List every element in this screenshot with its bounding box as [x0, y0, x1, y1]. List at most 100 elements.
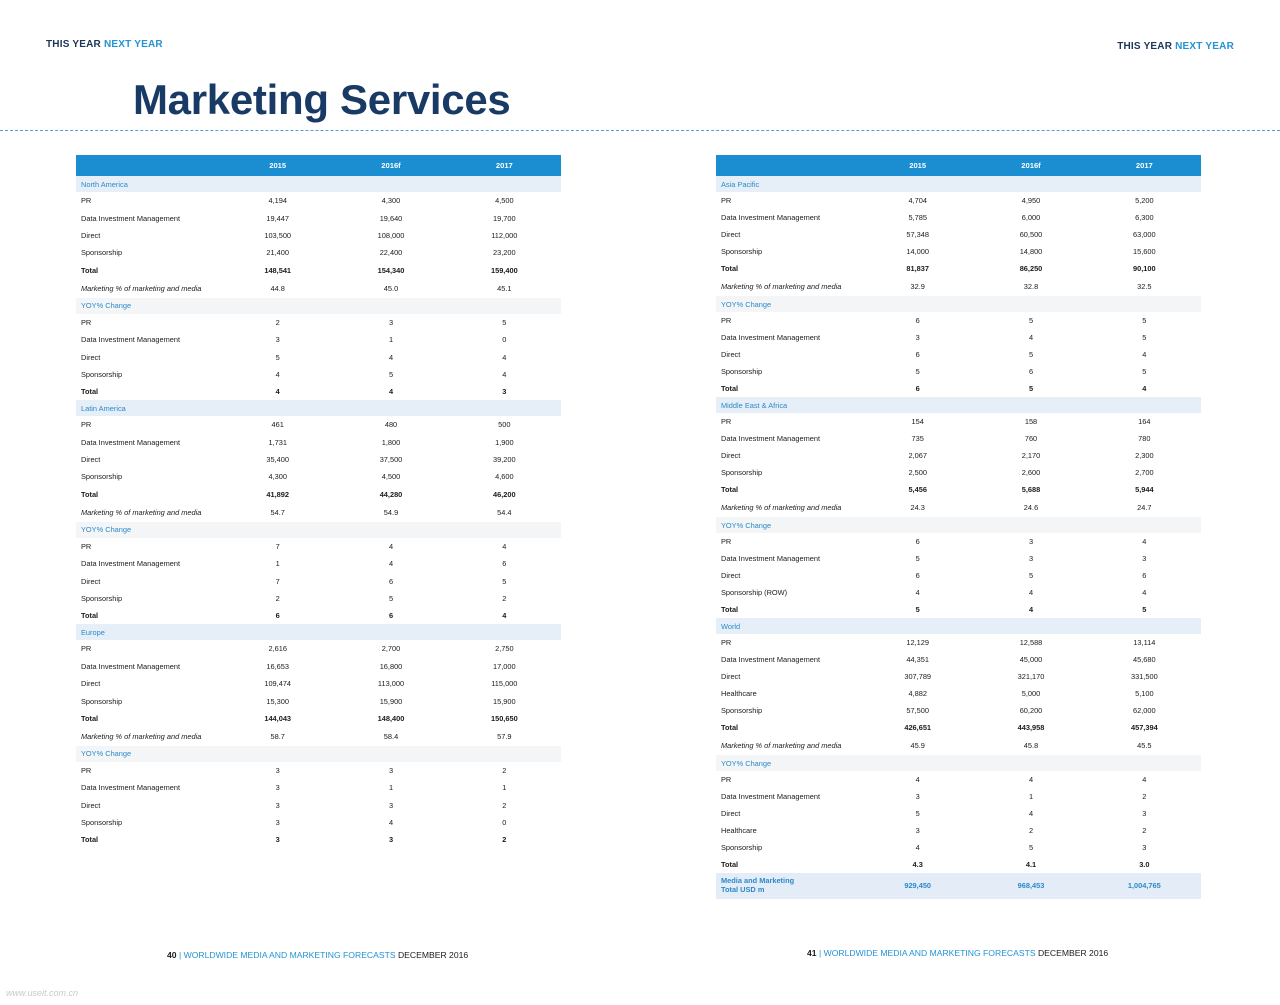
table-row: PR 7 4 4: [76, 538, 561, 555]
table-body-left: North America PR 4,194 4,300 4,500 Data Inves…: [76, 176, 561, 848]
cell-value: 39,200: [493, 455, 516, 465]
cell-value: [974, 176, 1088, 192]
cell-value: [447, 176, 561, 192]
cell-value: 6,000: [1021, 213, 1041, 222]
cell-value: 4: [1028, 333, 1034, 342]
table-row: Direct 109,474 113,000 115,000: [76, 675, 561, 692]
row-label: Data Investment Management: [81, 559, 181, 569]
cell-value: 3: [502, 387, 507, 397]
cell-value: 5: [1028, 350, 1034, 359]
cell-value: 4,300: [268, 472, 287, 482]
publication-date: DECEMBER 2016: [1035, 948, 1109, 958]
page-number: 41: [807, 948, 817, 958]
publication-name: WORLDWIDE MEDIA AND MARKETING FORECASTS: [823, 948, 1036, 958]
cell-value: 4,600: [495, 472, 514, 482]
region-header-row: Europe: [76, 624, 561, 641]
cell-value: 5,200: [1135, 196, 1154, 205]
row-label: Marketing % of marketing and media: [81, 507, 202, 517]
table-row: Sponsorship 5 6 5: [716, 363, 1201, 380]
table-header-row: 2015 2016f 2017: [716, 155, 1201, 176]
cell-value: 4: [502, 611, 507, 621]
table-row: Total 144,043 148,400 150,650: [76, 710, 561, 727]
cell-value: [334, 176, 448, 192]
table-row: Sponsorship 4 5 3: [716, 839, 1201, 856]
cell-value: 968,453: [974, 873, 1088, 899]
cell-value: 4.1: [1025, 860, 1037, 869]
cell-value: 113,000: [377, 679, 405, 689]
row-label: Total: [721, 605, 739, 614]
yoy-header-row: YOY% Change: [76, 745, 561, 762]
cell-value: 5: [388, 594, 394, 604]
row-label: PR: [721, 316, 732, 325]
cell-value: 3.0: [1139, 860, 1150, 869]
cell-value: 6: [1142, 571, 1147, 580]
cell-value: 86,250: [1019, 264, 1043, 273]
cell-value: 3: [388, 800, 394, 810]
cell-value: 3: [275, 800, 280, 810]
table-row: Healthcare 3 2 2: [716, 822, 1201, 839]
row-label: PR: [81, 766, 92, 775]
table-row: PR 2 3 5: [76, 314, 561, 331]
table-row: Sponsorship 3 4 0: [76, 814, 561, 831]
row-label: YOY% Change: [76, 297, 222, 314]
cell-value: 148,400: [377, 713, 405, 723]
column-header: 2017: [447, 155, 561, 176]
cell-value: [221, 297, 335, 314]
cell-value: 3: [1142, 809, 1147, 818]
cell-value: 5: [915, 809, 920, 818]
cell-value: 12,129: [906, 638, 929, 647]
row-label: Total: [81, 835, 99, 845]
cell-value: 5,456: [908, 485, 927, 494]
table-row: PR 6 5 5: [716, 312, 1201, 329]
table-row: Sponsorship 15,300 15,900 15,900: [76, 692, 561, 709]
cell-value: 58.4: [383, 731, 399, 741]
cell-value: 150,650: [490, 713, 518, 723]
cell-value: 4: [502, 541, 507, 551]
cell-value: 15,300: [266, 696, 289, 706]
cell-value: 6: [915, 384, 920, 393]
region-header-row: North America: [76, 176, 561, 192]
cell-value: 4,300: [381, 196, 401, 206]
cell-value: 2,067: [908, 451, 927, 460]
row-label: Data Investment Management: [81, 661, 181, 671]
table-row: Marketing % of marketing and media 58.7 58…: [76, 727, 561, 746]
watermark: www.useit.com.cn: [6, 988, 79, 998]
cell-value: 3: [1142, 843, 1147, 852]
header-blank: [716, 155, 862, 176]
cell-value: 321,170: [1017, 672, 1045, 681]
cell-value: 4,500: [495, 196, 514, 206]
cell-value: [1087, 517, 1201, 533]
cell-value: 2: [502, 835, 507, 845]
cell-value: 4,882: [908, 689, 927, 698]
cell-value: 4: [1142, 588, 1147, 597]
row-label: Total: [721, 860, 739, 869]
cell-value: 158: [1024, 417, 1038, 426]
cell-value: 19,447: [266, 213, 289, 223]
cell-value: 109,474: [264, 679, 292, 689]
cell-value: 3: [1142, 554, 1147, 563]
region-header-row: Latin America: [76, 400, 561, 417]
yoy-header-row: YOY% Change: [716, 755, 1201, 771]
cell-value: 2: [502, 594, 507, 604]
table-row: Direct 3 3 2: [76, 797, 561, 814]
publication-date: DECEMBER 2016: [395, 950, 469, 960]
row-label: Marketing % of marketing and media: [81, 731, 202, 741]
table-row: Total 426,651 443,958 457,394: [716, 719, 1201, 736]
column-header: 2016f: [334, 155, 448, 176]
cell-value: 1,004,765: [1087, 873, 1201, 899]
cell-value: 37,500: [379, 455, 403, 465]
cell-value: 6: [915, 316, 920, 325]
row-label: Total: [81, 387, 99, 397]
cell-value: 14,000: [906, 247, 929, 256]
table-row: Direct 2,067 2,170 2,300: [716, 447, 1201, 464]
cell-value: [221, 745, 335, 762]
cell-value: 1: [502, 783, 507, 793]
cell-value: 4: [1142, 350, 1147, 359]
cell-value: 2: [502, 800, 507, 810]
cell-value: 81,837: [906, 264, 929, 273]
cell-value: [447, 521, 561, 538]
row-label: Latin America: [76, 400, 222, 417]
row-label: YOY% Change: [716, 755, 862, 771]
table-row: Total 6 5 4: [716, 380, 1201, 397]
cell-value: 45.0: [383, 283, 399, 293]
